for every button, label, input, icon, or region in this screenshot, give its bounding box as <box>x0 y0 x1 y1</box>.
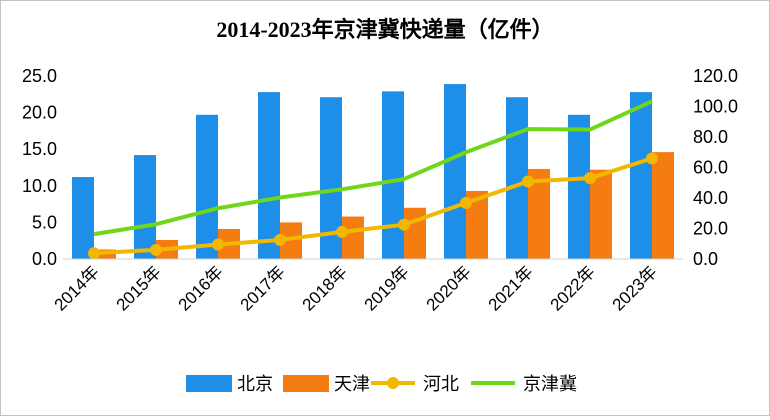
bar-北京 <box>258 92 280 259</box>
x-tick-label: 2022年 <box>547 262 599 314</box>
right-tick-label: 60.0 <box>693 158 728 178</box>
point-河北 <box>274 233 286 246</box>
legend-swatch <box>186 375 232 392</box>
legend-swatch <box>283 375 329 392</box>
legend-label: 天津 <box>334 374 370 394</box>
legend-marker <box>387 377 399 389</box>
bar-北京 <box>444 84 466 259</box>
x-tick-label: 2020年 <box>423 262 475 314</box>
x-tick-label: 2021年 <box>485 262 537 314</box>
point-河北 <box>336 225 348 238</box>
point-河北 <box>212 238 224 251</box>
left-tick-label: 10.0 <box>22 176 57 196</box>
right-tick-label: 40.0 <box>693 188 728 208</box>
bar-天津 <box>528 168 550 259</box>
bar-北京 <box>320 97 342 259</box>
bar-天津 <box>590 169 612 259</box>
right-tick-label: 120.0 <box>693 66 738 86</box>
bar-北京 <box>196 114 218 260</box>
x-tick-label: 2019年 <box>361 262 413 314</box>
x-tick-label: 2018年 <box>299 262 351 314</box>
lines-layer <box>88 99 658 260</box>
x-tick-label: 2014年 <box>51 262 103 314</box>
point-河北 <box>150 243 162 256</box>
legend-label: 北京 <box>237 374 273 394</box>
bar-天津 <box>280 222 302 259</box>
legend-item-京津冀: 京津冀 <box>471 374 577 394</box>
legend-item-河北: 河北 <box>371 374 459 394</box>
x-axis: 2014年 2015年 2016年 2017年 2018年 2019年 2020年 2021年… <box>51 258 683 315</box>
x-tick-label: 2015年 <box>113 262 165 314</box>
x-tick-label: 2017年 <box>237 262 289 314</box>
bar-天津 <box>466 190 488 259</box>
point-河北 <box>584 172 596 185</box>
left-tick-label: 25.0 <box>22 66 57 86</box>
line-河北 <box>93 156 653 256</box>
bar-北京 <box>630 92 652 259</box>
bar-北京 <box>382 91 404 259</box>
legend-label: 河北 <box>423 374 459 394</box>
point-河北 <box>460 196 472 209</box>
bar-天津 <box>342 216 364 259</box>
point-河北 <box>646 152 658 165</box>
point-河北 <box>88 247 100 260</box>
line-京津冀 <box>93 99 653 237</box>
chart-title: 2014-2023年京津冀快递量（亿件） <box>216 17 553 42</box>
left-tick-label: 0.0 <box>32 249 57 269</box>
bars-layer <box>72 84 674 260</box>
point-河北 <box>398 218 410 231</box>
bar-北京 <box>134 155 156 259</box>
bar-北京 <box>568 114 590 260</box>
right-tick-label: 80.0 <box>693 127 728 147</box>
right-tick-label: 0.0 <box>693 249 718 269</box>
right-tick-label: 100.0 <box>693 97 738 117</box>
x-tick-label: 2016年 <box>175 262 227 314</box>
left-tick-label: 5.0 <box>32 212 57 232</box>
x-tick-label: 2023年 <box>609 262 661 314</box>
left-axis: 0.0 5.0 10.0 15.0 20.0 25.0 <box>22 66 57 269</box>
left-tick-label: 15.0 <box>22 139 57 159</box>
bar-北京 <box>506 97 528 259</box>
bar-北京 <box>72 177 94 259</box>
point-河北 <box>522 175 534 188</box>
legend: 北京 天津 河北 京津冀 <box>186 374 577 394</box>
bar-天津 <box>652 152 674 259</box>
bar-天津 <box>404 207 426 259</box>
legend-item-天津: 天津 <box>283 374 370 394</box>
left-tick-label: 20.0 <box>22 103 57 123</box>
legend-item-北京: 北京 <box>186 374 273 394</box>
legend-label: 京津冀 <box>523 374 577 394</box>
right-axis: 0.0 20.0 40.0 60.0 80.0 100.0 120.0 <box>693 66 738 269</box>
right-tick-label: 20.0 <box>693 219 728 239</box>
